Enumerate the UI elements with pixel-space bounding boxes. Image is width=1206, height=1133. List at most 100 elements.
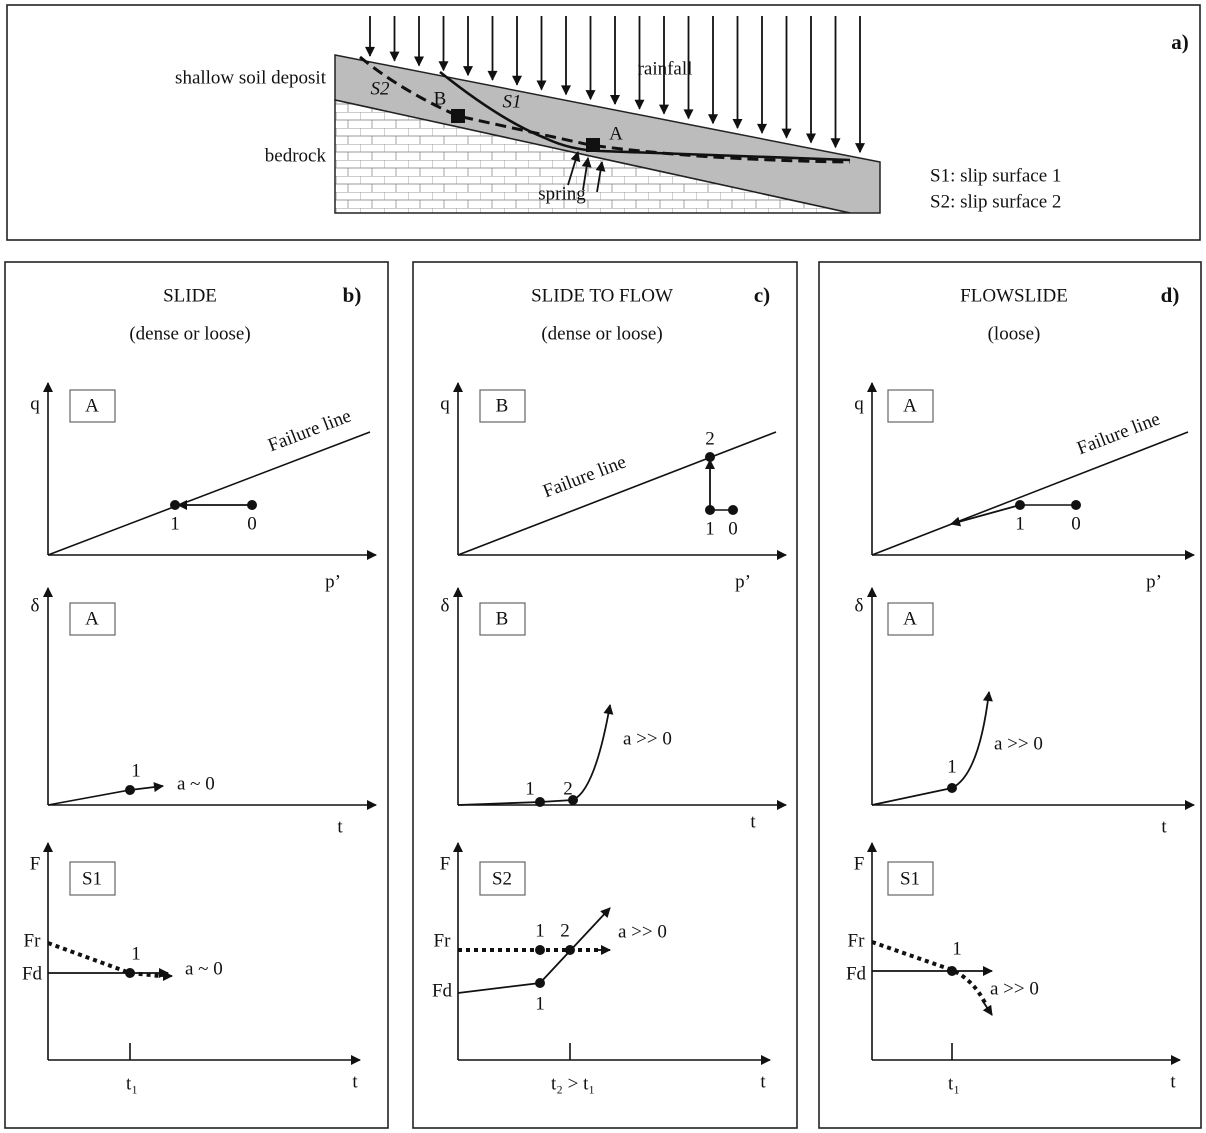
path: [48, 943, 160, 976]
point: [705, 505, 715, 515]
figure: shallow soil deposit bedrock rainfall S2…: [0, 0, 1206, 1133]
group: FLOWSLIDE (loose) d) q p’ A Failure line…: [846, 283, 1194, 1095]
point: [125, 968, 135, 978]
label: d): [1161, 283, 1180, 307]
x-label: p’: [1146, 571, 1162, 592]
x-label: p’: [735, 571, 751, 592]
time-label: t₂ > t₁: [551, 1073, 595, 1094]
label: Fd: [432, 980, 453, 1001]
failure-line: Failure line: [265, 406, 354, 457]
label: Fr: [24, 930, 42, 951]
point: [728, 505, 738, 515]
label: Fd: [22, 963, 43, 984]
point: [170, 500, 180, 510]
line: [984, 1003, 992, 1015]
x-label: p’: [325, 571, 341, 592]
time-label: t₁: [126, 1073, 138, 1094]
x-label: t: [1161, 816, 1167, 837]
label: 1: [947, 756, 957, 777]
box: S1: [82, 868, 102, 889]
subtitle: (loose): [988, 323, 1041, 344]
annotation: a >> 0: [994, 733, 1043, 754]
x-label: t: [1170, 1071, 1176, 1092]
page: {"panel_a": {"label": "a)", "soil_label"…: [0, 0, 1206, 1133]
s1: S1: [503, 91, 522, 112]
s2: S2: [371, 78, 391, 99]
title: FLOWSLIDE: [960, 285, 1068, 306]
label: 1: [705, 518, 715, 539]
label: b): [343, 283, 362, 307]
y-label: q: [30, 393, 40, 414]
y-label: F: [440, 853, 451, 874]
label: 1: [535, 920, 545, 941]
title: SLIDE TO FLOW: [531, 285, 673, 306]
x-label: t: [750, 811, 756, 832]
annotation: a ~ 0: [185, 958, 223, 979]
box: S1: [900, 868, 920, 889]
annotation: a ~ 0: [177, 773, 215, 794]
rainfall-label: rainfall: [638, 58, 693, 79]
failure-line: Failure line: [1074, 409, 1163, 460]
y-label: F: [854, 853, 865, 874]
y-label: δ: [31, 595, 40, 616]
group: SLIDE (dense or loose) b) q p’ A Failure…: [22, 283, 376, 1095]
label: S1: slip surface 1: [930, 165, 1061, 186]
y-label: δ: [441, 595, 450, 616]
x-label: t: [760, 1071, 766, 1092]
label: 1: [1015, 513, 1025, 534]
panel-frame: [5, 262, 388, 1128]
title: SLIDE: [163, 285, 217, 306]
label: 1: [535, 993, 545, 1014]
box: A: [85, 395, 99, 416]
label: 0: [728, 518, 738, 539]
shape: [451, 109, 465, 123]
annotation: a >> 0: [990, 978, 1039, 999]
label: c): [754, 283, 770, 307]
y-label: F: [30, 853, 41, 874]
box: A: [85, 608, 99, 629]
box: B: [496, 608, 509, 629]
label: Fr: [848, 930, 866, 951]
point: [535, 797, 545, 807]
group: SLIDE TO FLOW (dense or loose) c) q p’ B…: [432, 283, 786, 1095]
bedrock-label: bedrock: [265, 145, 327, 166]
point: [1071, 500, 1081, 510]
line: [872, 432, 1188, 555]
subtitle: (dense or loose): [541, 323, 662, 344]
point: [947, 966, 957, 976]
annotation: a >> 0: [618, 921, 667, 942]
label: a): [1171, 30, 1189, 54]
label: 1: [131, 943, 141, 964]
label: Fr: [434, 930, 452, 951]
box: A: [903, 395, 917, 416]
point: [947, 783, 957, 793]
y-label: q: [854, 393, 864, 414]
point: [705, 452, 715, 462]
point: [247, 500, 257, 510]
label: 2: [563, 778, 573, 799]
label: 2: [705, 428, 715, 449]
label: 2: [560, 920, 570, 941]
point: [125, 785, 135, 795]
spring-label: spring: [538, 183, 586, 204]
y-label: q: [440, 393, 450, 414]
point-a: A: [609, 123, 623, 144]
soil-label: shallow soil deposit: [175, 67, 327, 88]
body: shallow soil deposit bedrock rainfall S2…: [0, 0, 1206, 1133]
point: [1015, 500, 1025, 510]
label: 0: [1071, 513, 1081, 534]
box: B: [496, 395, 509, 416]
label: 1: [525, 778, 535, 799]
time-label: t₁: [948, 1073, 960, 1094]
path: [872, 942, 986, 1005]
point: [535, 945, 545, 955]
x-label: t: [352, 1071, 358, 1092]
line: [951, 505, 1020, 524]
panel-frame: [413, 262, 797, 1128]
label: Fd: [846, 963, 867, 984]
y-label: δ: [855, 595, 864, 616]
x-label: t: [337, 816, 343, 837]
label: 1: [952, 938, 962, 959]
label: 1: [131, 760, 141, 781]
subtitle: (dense or loose): [129, 323, 250, 344]
